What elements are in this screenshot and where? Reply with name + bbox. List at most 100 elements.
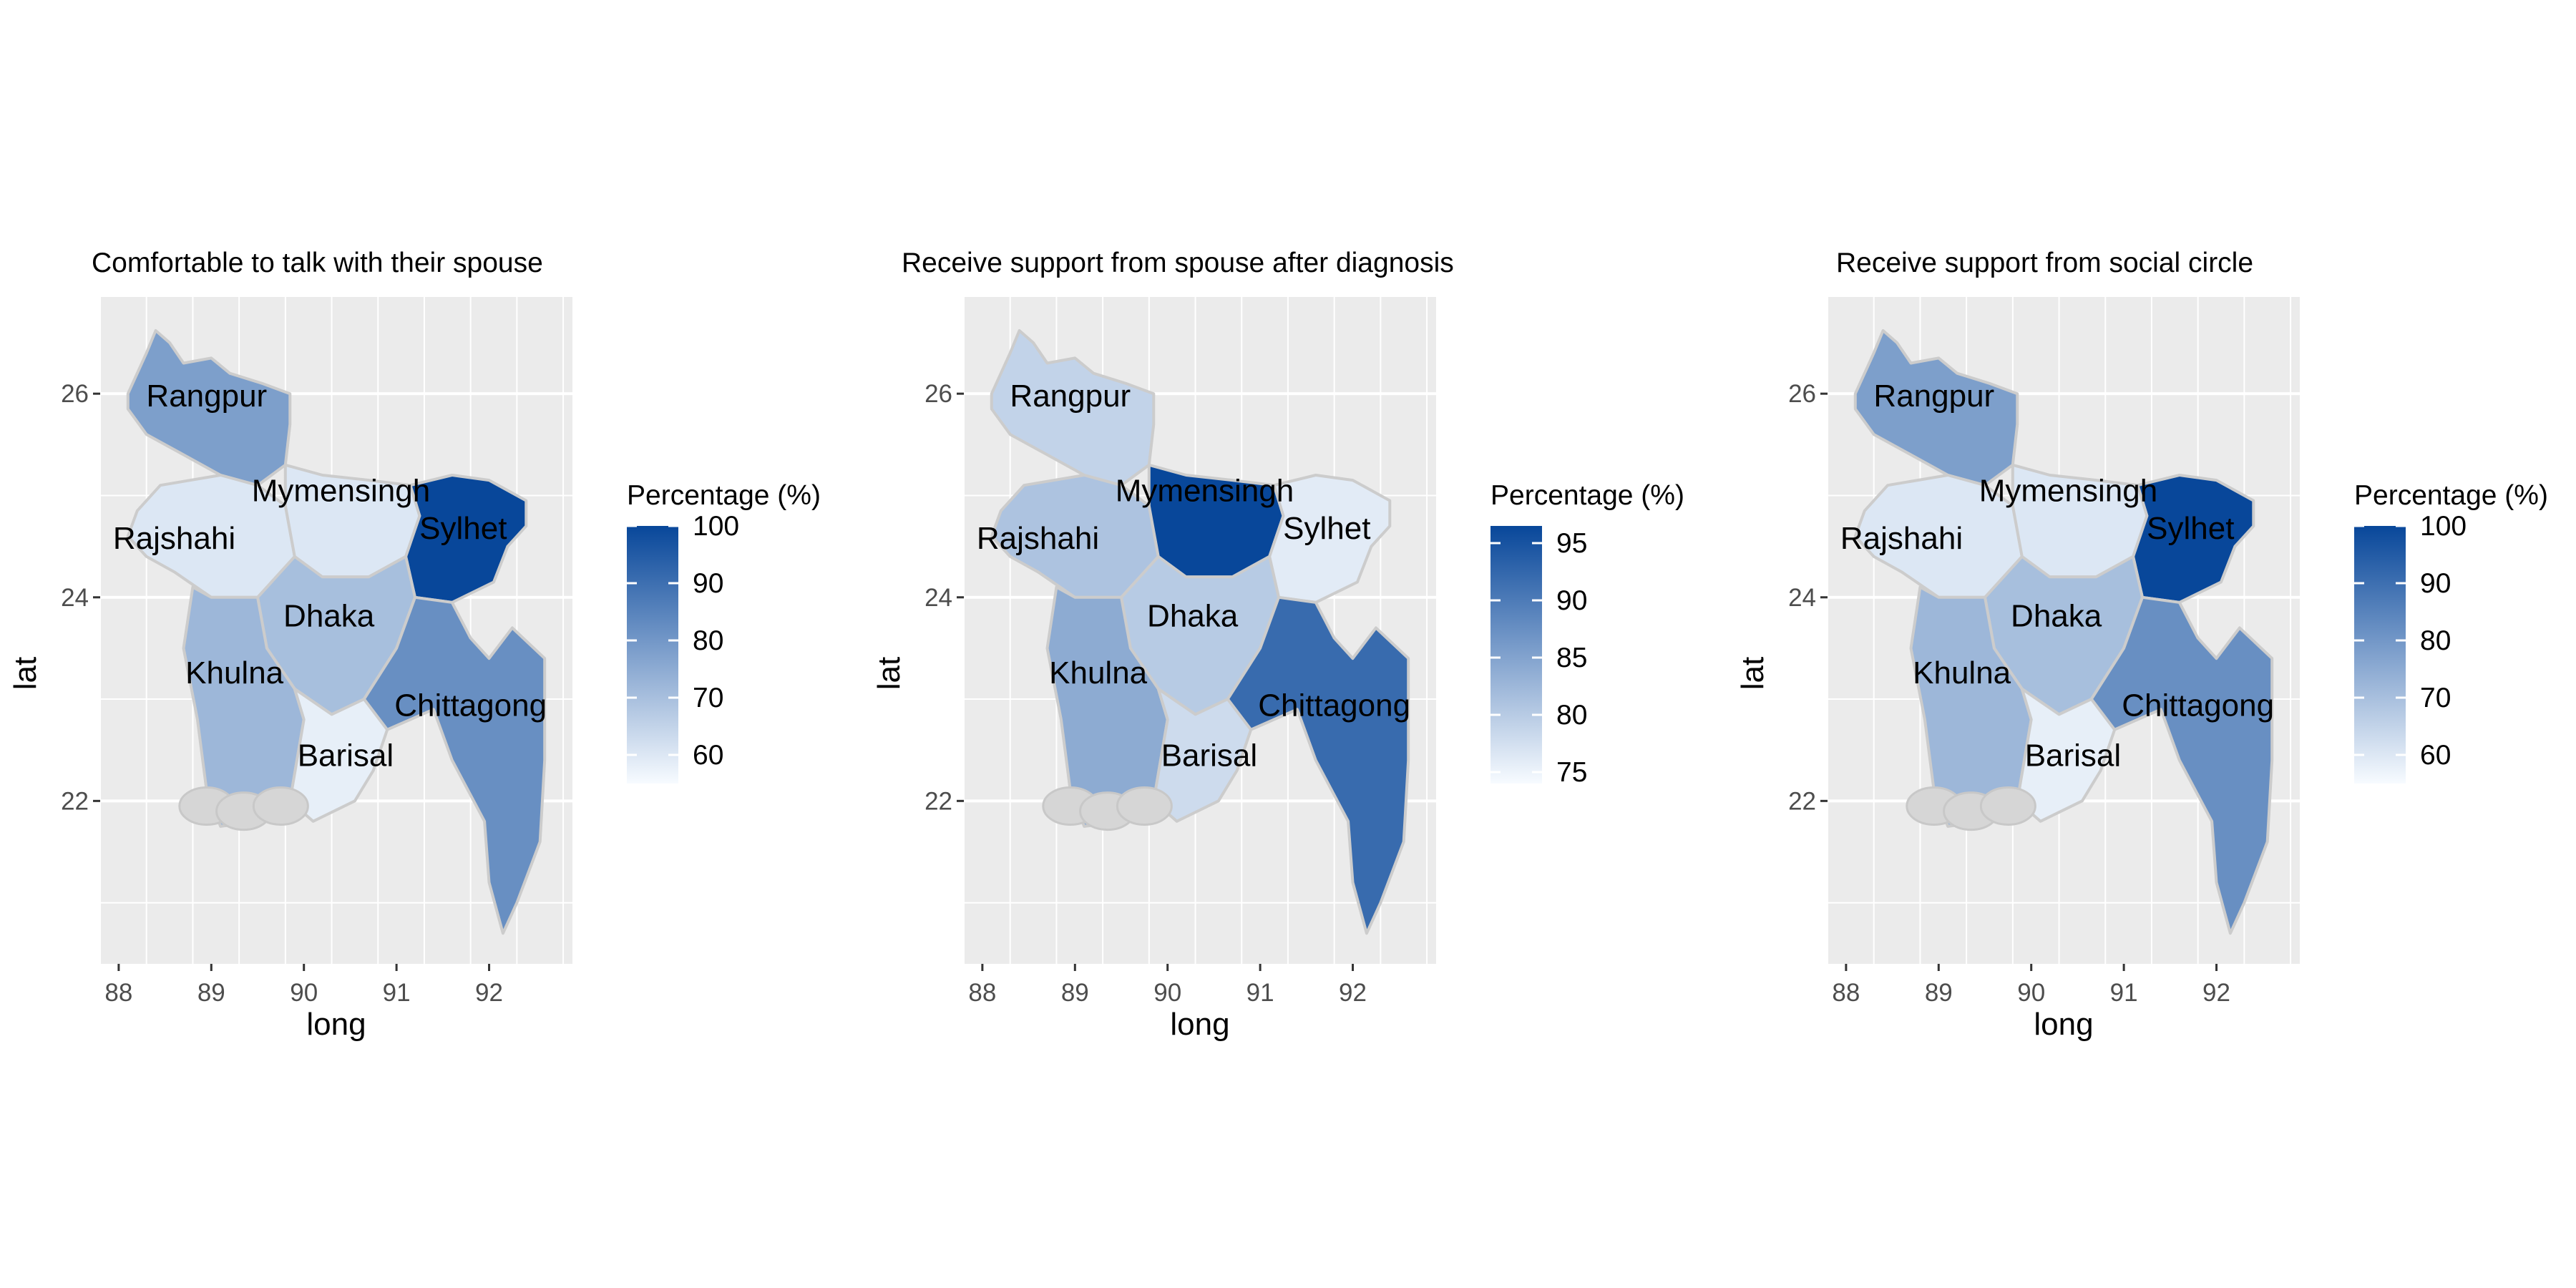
region-label: Mymensingh bbox=[252, 473, 430, 508]
legend-tick-label: 60 bbox=[2420, 740, 2451, 771]
region-rangpur bbox=[126, 329, 292, 487]
legend-title: Percentage (%) bbox=[1491, 480, 1684, 511]
legend: Percentage (%) 60 70 80 90 100 bbox=[627, 480, 821, 784]
legend-tick-label: 80 bbox=[2420, 625, 2451, 656]
legend-tick-label: 85 bbox=[1556, 643, 1587, 673]
legend: Percentage (%) 75 80 85 90 95 bbox=[1491, 480, 1684, 788]
y-tick-label: 26 bbox=[1788, 380, 1816, 408]
map-panel-2: Receive support from spouse after diagno… bbox=[872, 248, 1684, 1042]
y-tick-label: 24 bbox=[1788, 584, 1816, 612]
y-tick-label: 22 bbox=[924, 787, 952, 815]
region-label: Chittagong bbox=[394, 688, 547, 723]
legend-tick-label: 90 bbox=[693, 568, 723, 599]
x-tick-label: 92 bbox=[475, 979, 503, 1007]
region-label: Khulna bbox=[1913, 655, 2011, 691]
legend-tick-label: 90 bbox=[2420, 568, 2451, 599]
legend-title: Percentage (%) bbox=[627, 480, 821, 511]
region-label: Rajshahi bbox=[977, 521, 1099, 556]
region-chittagong bbox=[2089, 595, 2274, 935]
coastal-area bbox=[1116, 786, 1173, 826]
legend: Percentage (%) 60 70 80 90 100 bbox=[2354, 480, 2548, 784]
y-tick-label: 24 bbox=[61, 584, 89, 612]
y-tick-label: 22 bbox=[1788, 787, 1816, 815]
legend-tick-label: 70 bbox=[693, 683, 723, 713]
map-panel-1: Comfortable to talk with their spouse Ran… bbox=[8, 248, 821, 1042]
map-panel-3: Receive support from social circle Rangpu… bbox=[1735, 248, 2548, 1042]
y-tick-label: 22 bbox=[61, 787, 89, 815]
region-label: Rangpur bbox=[1010, 379, 1131, 414]
region-label: Mymensingh bbox=[1116, 473, 1294, 508]
x-axis-label: long bbox=[306, 1007, 366, 1042]
x-tick-label: 89 bbox=[1061, 979, 1089, 1007]
region-label: Barisal bbox=[2025, 738, 2122, 773]
coastal-area bbox=[252, 786, 309, 826]
y-axis-label: lat bbox=[1735, 657, 1770, 690]
legend-tick-label: 100 bbox=[693, 511, 739, 542]
legend-colorbar bbox=[1491, 526, 1542, 784]
region-label: Khulna bbox=[185, 655, 284, 691]
region-label: Barisal bbox=[298, 738, 394, 773]
region-sylhet bbox=[404, 474, 528, 604]
x-axis-label: long bbox=[1170, 1007, 1229, 1042]
panel-title: Receive support from social circle bbox=[1836, 248, 2253, 278]
region-label: Mymensingh bbox=[1979, 473, 2157, 508]
legend-title: Percentage (%) bbox=[2354, 480, 2548, 511]
legend-tick-label: 90 bbox=[1556, 585, 1587, 616]
region-label: Sylhet bbox=[1283, 511, 1370, 546]
legend-colorbar bbox=[2354, 526, 2406, 784]
region-label: Sylhet bbox=[419, 511, 507, 546]
region-chittagong bbox=[362, 595, 547, 935]
legend-tick-label: 100 bbox=[2420, 511, 2467, 542]
legend-tick-label: 60 bbox=[693, 740, 723, 771]
region-label: Dhaka bbox=[2011, 598, 2102, 633]
legend-colorbar bbox=[627, 526, 678, 784]
region-sylhet bbox=[1268, 474, 1392, 604]
x-axis-label: long bbox=[2034, 1007, 2093, 1042]
x-tick-label: 89 bbox=[1925, 979, 1953, 1007]
region-label: Dhaka bbox=[1147, 598, 1239, 633]
y-axis-label: lat bbox=[872, 657, 907, 690]
x-tick-label: 89 bbox=[197, 979, 225, 1007]
y-tick-label: 26 bbox=[924, 380, 952, 408]
x-tick-label: 88 bbox=[968, 979, 996, 1007]
region-chittagong bbox=[1226, 595, 1410, 935]
legend-tick-label: 70 bbox=[2420, 683, 2451, 713]
x-tick-label: 91 bbox=[383, 979, 411, 1007]
y-tick-label: 26 bbox=[61, 380, 89, 408]
x-tick-label: 88 bbox=[104, 979, 132, 1007]
region-label: Sylhet bbox=[2147, 511, 2234, 546]
region-label: Rangpur bbox=[146, 379, 267, 414]
region-label: Rangpur bbox=[1873, 379, 1994, 414]
panel-title: Comfortable to talk with their spouse bbox=[92, 248, 543, 278]
region-label: Rajshahi bbox=[1840, 521, 1963, 556]
x-tick-label: 92 bbox=[2202, 979, 2230, 1007]
region-label: Chittagong bbox=[1258, 688, 1410, 723]
region-label: Chittagong bbox=[2122, 688, 2274, 723]
region-sylhet bbox=[2132, 474, 2255, 604]
region-barisal bbox=[1152, 687, 1253, 823]
y-tick-label: 24 bbox=[924, 584, 952, 612]
x-tick-label: 91 bbox=[1246, 979, 1274, 1007]
region-label: Khulna bbox=[1049, 655, 1148, 691]
region-barisal bbox=[2016, 687, 2117, 823]
x-tick-label: 90 bbox=[290, 979, 318, 1007]
legend-tick-label: 80 bbox=[693, 625, 723, 656]
legend-tick-label: 95 bbox=[1556, 528, 1587, 559]
x-tick-label: 90 bbox=[2017, 979, 2045, 1007]
coastal-area bbox=[1979, 786, 2036, 826]
legend-tick-label: 75 bbox=[1556, 757, 1587, 788]
panel-title: Receive support from spouse after diagno… bbox=[902, 248, 1454, 278]
region-rangpur bbox=[990, 329, 1156, 487]
region-label: Dhaka bbox=[283, 598, 375, 633]
x-tick-label: 90 bbox=[1153, 979, 1181, 1007]
region-label: Barisal bbox=[1161, 738, 1258, 773]
x-tick-label: 92 bbox=[1339, 979, 1367, 1007]
region-label: Rajshahi bbox=[113, 521, 235, 556]
x-tick-label: 88 bbox=[1832, 979, 1860, 1007]
region-rangpur bbox=[1853, 329, 2019, 487]
region-barisal bbox=[288, 687, 389, 823]
y-axis-label: lat bbox=[8, 657, 43, 690]
legend-tick-label: 80 bbox=[1556, 700, 1587, 731]
x-tick-label: 91 bbox=[2110, 979, 2138, 1007]
